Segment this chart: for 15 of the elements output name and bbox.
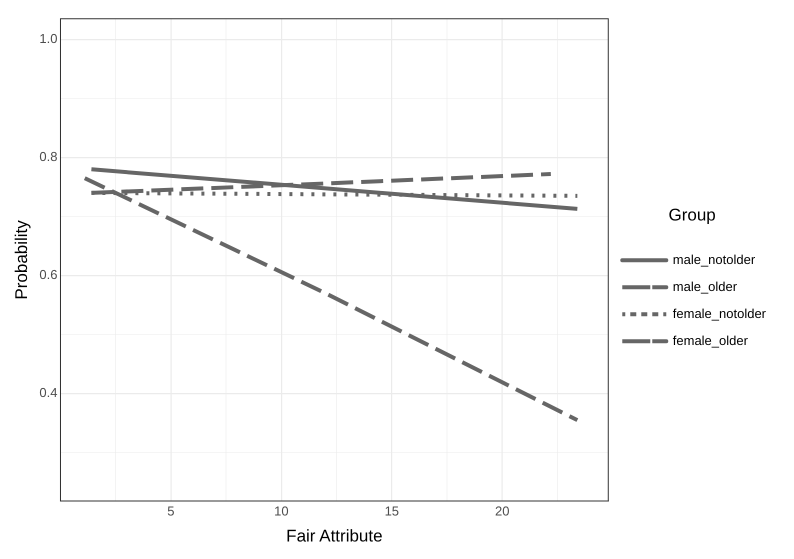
x-axis-title: Fair Attribute [286,526,383,546]
x-tick-label: 20 [495,503,510,518]
legend-label: male_notolder [672,252,756,267]
x-tick-label: 10 [274,503,289,518]
y-tick-label: 0.4 [39,385,58,400]
legend-label: female_older [672,332,749,348]
legend-label: male_older [672,278,738,294]
x-tick-label: 15 [384,503,400,518]
x-tick-label: 5 [167,503,175,518]
legend-label: female_notolder [672,306,767,321]
y-tick-label: 1.0 [39,31,58,46]
y-tick-label: 0.6 [39,267,58,282]
y-tick-label: 0.8 [39,149,58,164]
y-axis-title: Probability [12,220,31,300]
legend-title: Group [668,205,716,224]
